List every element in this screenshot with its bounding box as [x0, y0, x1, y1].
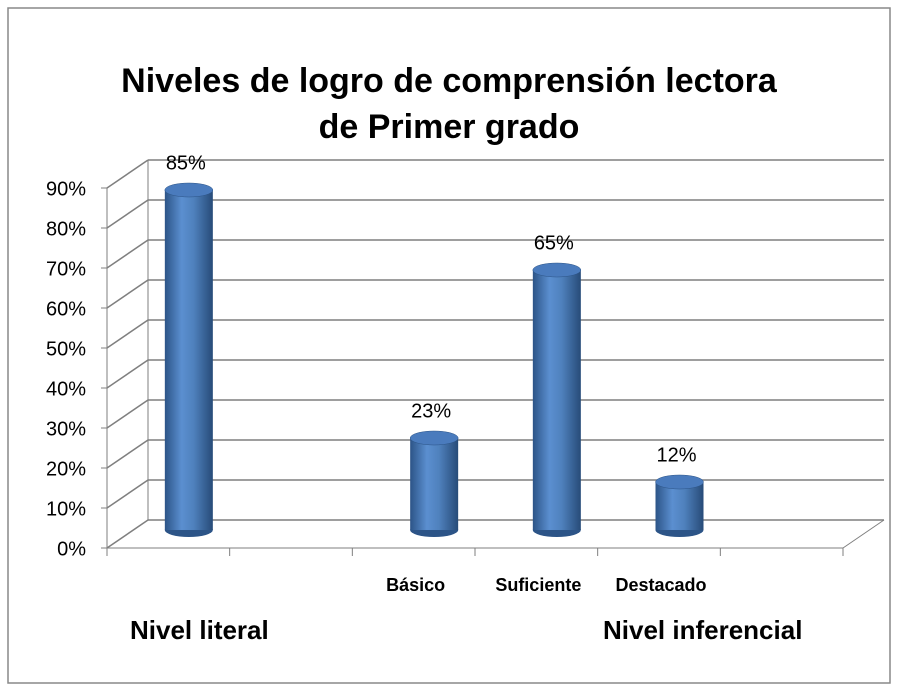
grid-line [106, 359, 149, 389]
grid-line [106, 479, 149, 509]
grid-line [106, 239, 149, 269]
bar-top [655, 474, 704, 490]
bar-top [532, 262, 582, 278]
bar [164, 190, 213, 530]
grid-line [106, 439, 149, 469]
bar [410, 438, 459, 530]
bar-top [409, 430, 459, 446]
x-tick-label: Suficiente [495, 575, 581, 595]
y-tick-label: 30% [46, 418, 86, 440]
bar-top [164, 182, 214, 198]
grid-line [106, 519, 149, 549]
floor-right [842, 519, 885, 549]
y-tick-label: 40% [46, 378, 86, 400]
y-tick-label: 70% [46, 258, 86, 280]
y-tick-label: 50% [46, 338, 86, 360]
data-label: 12% [656, 444, 696, 466]
x-tick-label: Destacado [615, 575, 706, 595]
annotation: Nivel inferencial [603, 615, 802, 645]
y-tick-label: 80% [46, 218, 86, 240]
bar [532, 270, 581, 530]
bar [655, 482, 704, 530]
y-tick-label: 20% [46, 458, 86, 480]
y-tick-label: 0% [57, 538, 86, 560]
data-label: 85% [166, 152, 206, 174]
grid-line [106, 279, 149, 309]
data-label: 65% [534, 232, 574, 254]
data-label: 23% [411, 400, 451, 422]
x-tick-label: Básico [386, 575, 445, 595]
chart-title: Niveles de logro de comprensión lectora … [121, 62, 777, 146]
grid-line [106, 399, 149, 429]
y-tick-label: 90% [46, 178, 86, 200]
chart-border [7, 7, 891, 684]
y-tick-label: 10% [46, 498, 86, 520]
grid-line [106, 159, 149, 189]
grid-line [106, 319, 149, 349]
grid-line [106, 199, 149, 229]
annotation: Nivel literal [130, 615, 269, 645]
y-tick-label: 60% [46, 298, 86, 320]
